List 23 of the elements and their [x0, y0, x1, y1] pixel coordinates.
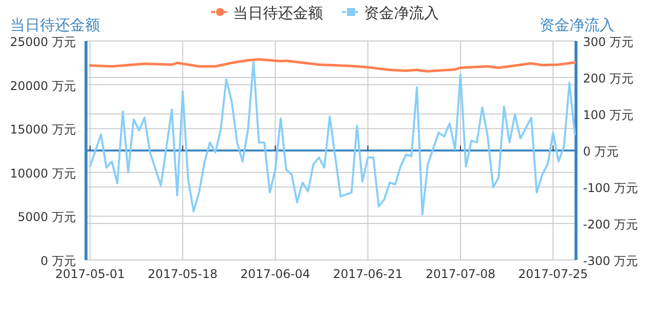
y-tick-label: 10000 万元: [10, 166, 76, 180]
x-tick-label: 2017-07-08: [426, 267, 496, 281]
y-tick-label: 20000 万元: [10, 78, 76, 93]
x-tick-label: 2017-05-01: [55, 267, 125, 281]
x-tick-label: 2017-06-04: [240, 267, 310, 281]
y2-tick-label: -300 万元: [583, 254, 638, 268]
y2-axis-title: 资金净流入: [540, 16, 614, 34]
y2-tick-label: 100 万元: [583, 108, 634, 122]
y-tick-label: 15000 万元: [10, 122, 76, 137]
y-axis-title: 当日待还金额: [10, 16, 100, 34]
legend-label: 当日待还金额: [233, 4, 323, 22]
y2-tick-label: -200 万元: [583, 218, 638, 232]
x-tick-label: 2017-06-21: [333, 267, 403, 281]
y2-tick-label: 0 万元: [583, 144, 618, 158]
x-tick-label: 2017-05-18: [148, 267, 218, 281]
y2-tick-label: 300 万元: [583, 35, 634, 49]
y-tick-label: 25000 万元: [10, 35, 76, 49]
y2-tick-label: -100 万元: [583, 181, 638, 195]
legend-label: 资金净流入: [364, 4, 439, 22]
y2-tick-label: 200 万元: [583, 72, 634, 86]
x-tick-label: 2017-07-25: [518, 267, 588, 281]
y-tick-label: 5000 万元: [18, 210, 76, 224]
y-tick-label: 0 万元: [40, 254, 76, 268]
